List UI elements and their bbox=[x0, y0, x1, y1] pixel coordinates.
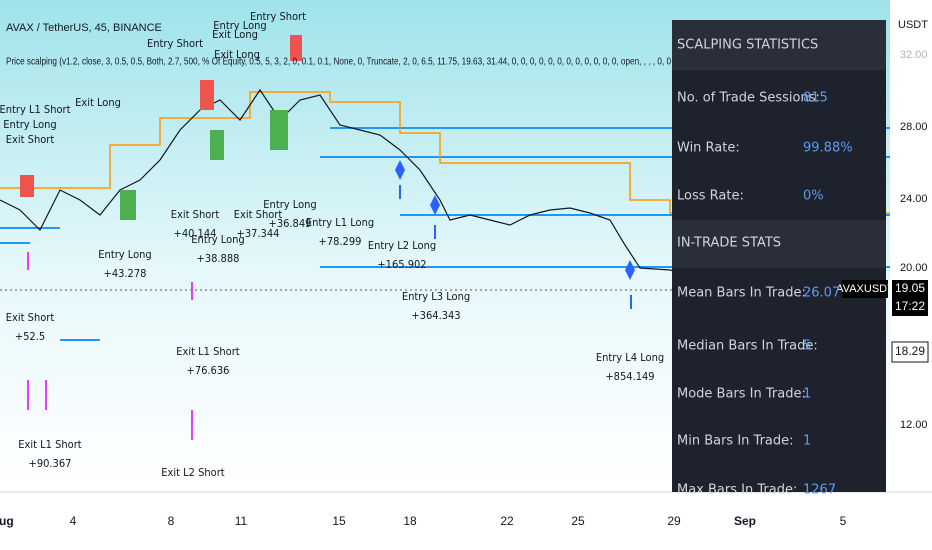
trade-label: Entry L3 Long bbox=[402, 290, 470, 303]
symbol-tag-text: AVAXUSDT bbox=[836, 283, 894, 295]
trade-label: +78.299 bbox=[319, 235, 362, 248]
time-label: 8 bbox=[168, 514, 175, 528]
trade-label: Exit Short bbox=[171, 208, 220, 221]
trade-label: Exit L1 Short bbox=[18, 438, 82, 451]
stat-value: 1 bbox=[803, 434, 811, 449]
panel-title: SCALPING STATISTICS bbox=[677, 38, 818, 53]
last-price-tag bbox=[892, 280, 928, 316]
price-label: 24.00 bbox=[900, 193, 928, 205]
price-label: 20.00 bbox=[900, 262, 928, 274]
time-label: 18 bbox=[403, 514, 417, 528]
stat-label: No. of Trade Sessions: bbox=[677, 91, 820, 106]
time-label: 29 bbox=[667, 514, 681, 528]
price-axis-bg bbox=[890, 0, 932, 550]
trade-label: Entry Short bbox=[147, 37, 203, 50]
symbol-title: AVAX / TetherUS, 45, BINANCE bbox=[6, 22, 162, 34]
trade-label: +854.149 bbox=[605, 370, 654, 383]
stat-value: 1 bbox=[803, 387, 811, 402]
indicator-title: Price scalping (v1.2, close, 3, 0.5, 0.5… bbox=[6, 57, 671, 68]
last-price: 19.05 bbox=[895, 281, 925, 295]
trade-label: Exit Long bbox=[212, 28, 258, 41]
trade-label: +37.344 bbox=[237, 227, 280, 240]
time-label: 4 bbox=[70, 514, 77, 528]
time-label: 22 bbox=[500, 514, 514, 528]
time-axis-bg bbox=[0, 492, 890, 550]
time-label: 25 bbox=[571, 514, 585, 528]
section-title: IN-TRADE STATS bbox=[677, 236, 781, 251]
trade-label: Entry Long bbox=[263, 198, 316, 211]
stat-value: 815 bbox=[803, 91, 828, 106]
stat-label: Median Bars In Trade: bbox=[677, 339, 818, 354]
exit-markers bbox=[27, 252, 193, 440]
trade-label: +38.888 bbox=[197, 252, 240, 265]
time-label: 5 bbox=[840, 514, 847, 528]
price-label: 28.00 bbox=[900, 121, 928, 133]
trade-label: Exit Short bbox=[6, 133, 55, 146]
price-label: 32.00 bbox=[900, 49, 928, 61]
trade-label: +52.5 bbox=[15, 330, 45, 343]
stat-label: Min Bars In Trade: bbox=[677, 434, 794, 449]
trade-label: Entry Long bbox=[213, 19, 266, 32]
trade-label: Entry L1 Short bbox=[0, 103, 71, 116]
stat-value: 99.88% bbox=[803, 141, 853, 156]
symbol-tag bbox=[842, 280, 888, 298]
trade-label: Exit L1 Short bbox=[176, 345, 240, 358]
trade-label: Exit Long bbox=[75, 96, 121, 109]
trade-label: Exit L2 Short bbox=[161, 466, 225, 479]
stat-value: 26.07 bbox=[803, 286, 840, 301]
time-label: Sep bbox=[734, 514, 756, 528]
trade-label: +165.902 bbox=[377, 258, 426, 271]
time-label: Aug bbox=[0, 514, 14, 528]
countdown: 17:22 bbox=[895, 299, 925, 313]
stat-value: 5 bbox=[803, 339, 811, 354]
trade-label: Entry L2 Long bbox=[368, 239, 436, 252]
entry-markers bbox=[395, 160, 635, 309]
trade-label: +90.367 bbox=[29, 457, 72, 470]
trade-label: Entry Long bbox=[191, 233, 244, 246]
signal-boxes bbox=[20, 35, 302, 220]
crosshair-price: 18.29 bbox=[895, 344, 925, 358]
trade-label: Entry Short bbox=[250, 10, 306, 23]
stat-label: Win Rate: bbox=[677, 141, 740, 156]
trade-label: Exit Long bbox=[214, 48, 260, 61]
trade-label: Exit Short bbox=[6, 311, 55, 324]
stat-value: 1267 bbox=[803, 483, 836, 498]
crosshair-tag bbox=[891, 341, 929, 363]
trade-label: +36.849 bbox=[269, 217, 312, 230]
stat-label: Loss Rate: bbox=[677, 189, 744, 204]
stat-label: Mean Bars In Trade: bbox=[677, 286, 806, 301]
stats-header bbox=[672, 20, 886, 70]
time-label: 11 bbox=[235, 514, 248, 528]
price-line bbox=[0, 88, 881, 293]
stat-label: Max Bars In Trade: bbox=[677, 483, 797, 498]
stat-label: Mode Bars In Trade: bbox=[677, 387, 806, 402]
step-line bbox=[0, 91, 890, 214]
trade-label: +43.278 bbox=[104, 267, 147, 280]
trade-label: +40.144 bbox=[174, 227, 217, 240]
axis-unit: USDT bbox=[898, 19, 928, 31]
trade-label: Entry Long bbox=[98, 248, 151, 261]
time-label: 15 bbox=[332, 514, 346, 528]
trade-label: Entry L4 Long bbox=[596, 351, 664, 364]
trade-label: Exit Short bbox=[234, 208, 283, 221]
trade-label: +76.636 bbox=[187, 364, 230, 377]
trade-label: Entry Long bbox=[3, 118, 56, 131]
stat-value: 0% bbox=[803, 189, 824, 204]
trade-label: Entry L1 Long bbox=[306, 216, 374, 229]
section-header bbox=[672, 220, 886, 268]
trade-label: +364.343 bbox=[411, 309, 460, 322]
price-label: 12.00 bbox=[900, 419, 928, 431]
